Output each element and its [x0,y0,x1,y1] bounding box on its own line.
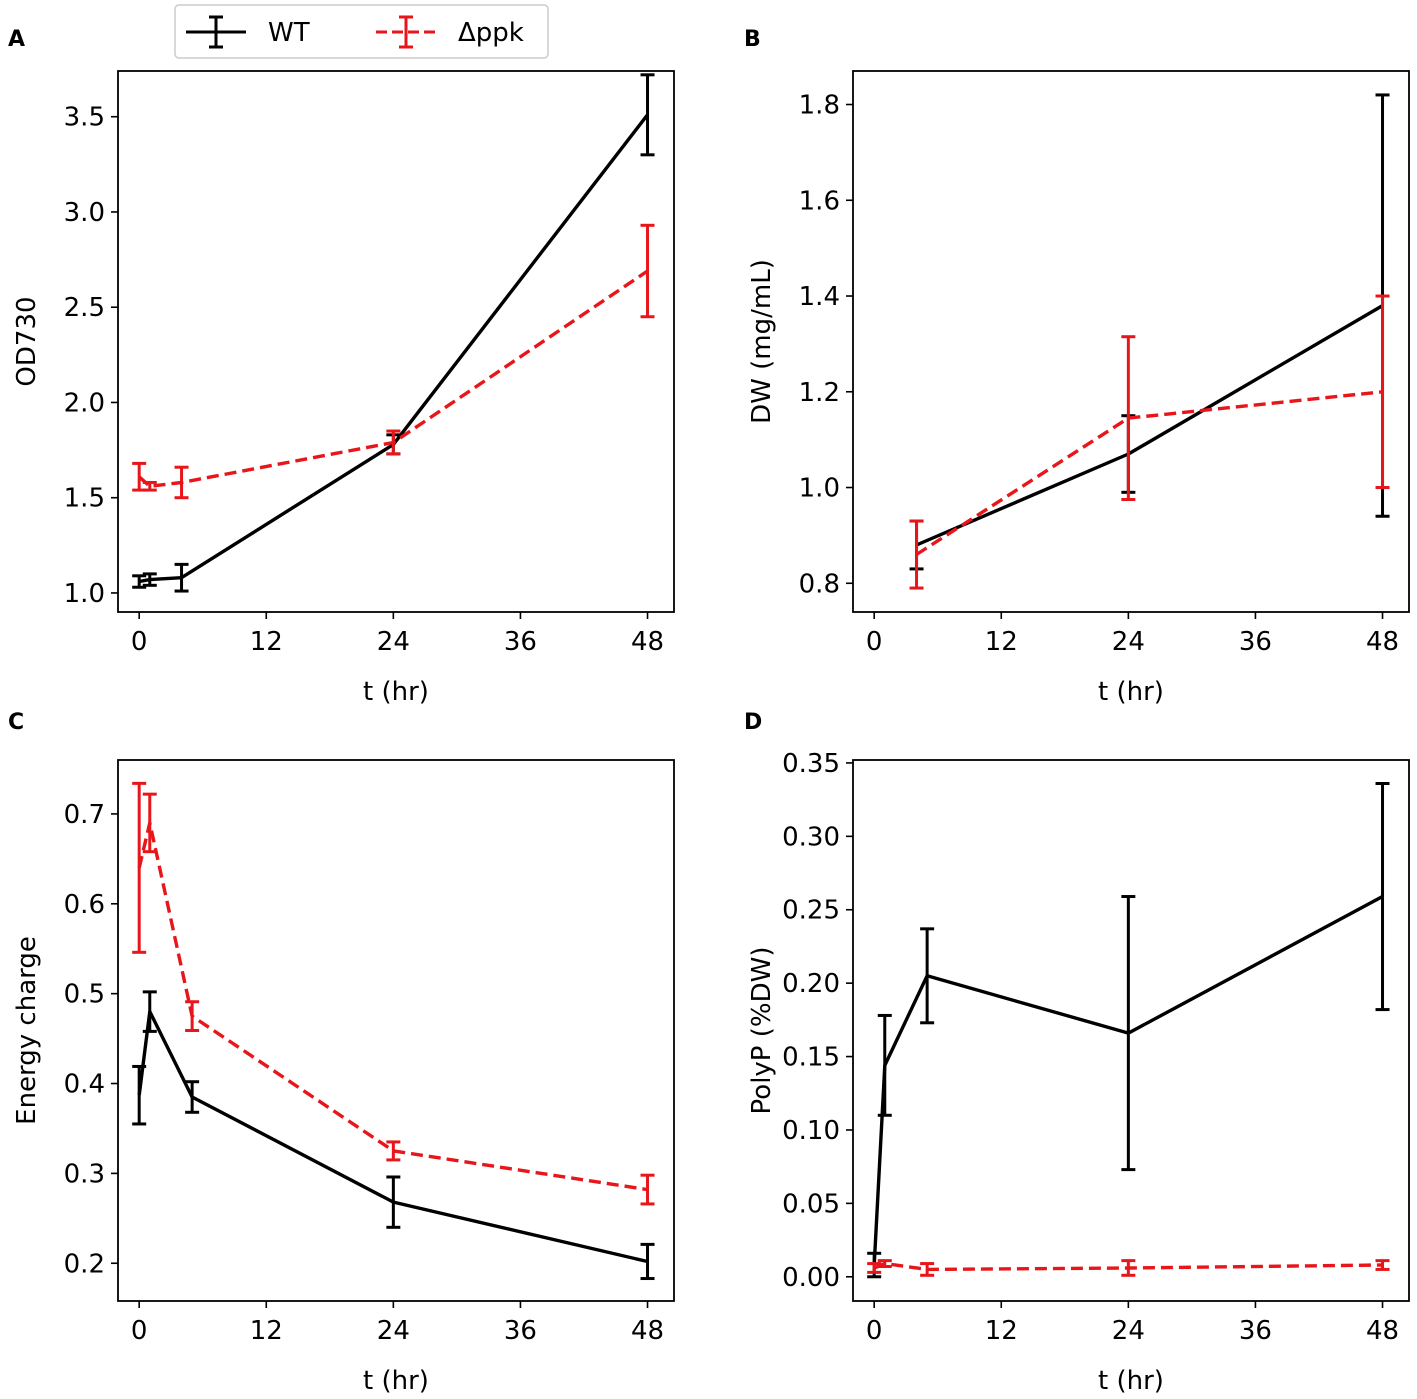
y-tick-label-a: 1.5 [64,484,105,514]
series-ppk-d [867,1259,1390,1277]
legend: WT Δppk [174,4,549,59]
y-tick-label-d: 0.05 [782,1189,840,1219]
plot-frame-a [117,70,675,613]
panel-b: B 0 12 24 36 48 0.8 1.0 1.2 1.4 1.6 1.8 t (hr) DW (mg… [744,27,1410,707]
series-ppk-c [132,781,655,1206]
series-line-ppk-b [915,390,1383,556]
x-tick-label-a: 12 [250,627,283,657]
y-tick-label-c: 0.5 [64,980,105,1010]
y-tick-label-b: 1.2 [799,378,840,408]
y-tick-label-c: 0.7 [64,800,105,830]
panel-letter-b: B [744,27,761,52]
series-wt-b [909,93,1390,571]
y-tick-label-d: 0.00 [782,1263,840,1293]
x-tick-label-b: 48 [1366,627,1399,657]
y-axis-label-d: PolyP (%DW) [747,947,777,1115]
x-tick-label-c: 48 [631,1316,664,1346]
y-tick-label-a: 2.0 [64,388,105,418]
x-tick-label-a: 24 [377,627,410,657]
x-tick-label-b: 24 [1112,627,1145,657]
y-tick-label-c: 0.3 [64,1159,105,1189]
y-tick-label-a: 3.0 [64,198,105,228]
y-tick-label-d: 0.15 [782,1043,840,1073]
series-line-wt-a [138,113,649,584]
x-tick-label-b: 12 [985,627,1018,657]
series-wt-c [132,990,655,1281]
x-tick-label-c: 24 [377,1316,410,1346]
y-tick-label-a: 2.5 [64,293,105,323]
y-tick-label-d: 0.35 [782,749,840,779]
x-axis-label-b: t (hr) [1098,677,1164,707]
y-tick-label-d: 0.20 [782,969,840,999]
y-tick-label-c: 0.4 [64,1070,105,1100]
plot-frame-d [852,759,1410,1302]
y-tick-label-b: 1.6 [799,186,840,216]
x-tick-label-c: 12 [250,1316,283,1346]
x-tick-label-a: 48 [631,627,664,657]
x-axis-label-c: t (hr) [363,1366,429,1396]
x-tick-label-d: 24 [1112,1316,1145,1346]
y-axis-label-a: OD730 [12,296,42,386]
panel-c: C 0 12 24 36 48 0.2 0.3 0.4 0.5 0.6 0.7 t (hr) Energy… [8,710,675,1396]
legend-label-wt: WT [268,18,310,48]
x-tick-label-c: 0 [131,1316,148,1346]
legend-label-ppk: Δppk [458,18,524,48]
x-tick-label-d: 48 [1366,1316,1399,1346]
x-tick-label-d: 0 [866,1316,883,1346]
y-tick-label-b: 1.8 [799,91,840,121]
series-wt-d [867,781,1390,1279]
x-axis-label-d: t (hr) [1098,1366,1164,1396]
y-tick-label-a: 1.0 [64,579,105,609]
x-tick-label-c: 36 [504,1316,537,1346]
y-tick-label-d: 0.10 [782,1116,840,1146]
x-tick-label-d: 12 [985,1316,1018,1346]
y-tick-label-b: 0.8 [799,569,840,599]
y-tick-label-c: 0.2 [64,1249,105,1279]
panel-letter-a: A [8,27,25,52]
x-tick-label-a: 36 [504,627,537,657]
panel-a: A 0 12 24 36 48 1.0 1.5 2.0 2.5 3.0 3.5 t (hr) OD730 [8,27,675,707]
plot-frame-c [117,759,675,1302]
y-tick-label-c: 0.6 [64,890,105,920]
y-tick-label-b: 1.0 [799,474,840,504]
panels: A 0 12 24 36 48 1.0 1.5 2.0 2.5 3.0 3.5 t (hr) OD730 B… [8,27,1410,1396]
y-axis-label-b: DW (mg/mL) [747,259,777,424]
x-tick-label-a: 0 [131,627,148,657]
panel-letter-d: D [744,710,762,735]
panel-letter-c: C [8,710,24,735]
x-tick-label-b: 36 [1239,627,1272,657]
series-line-ppk-c [137,821,648,1192]
plot-frame-b [852,70,1410,613]
legend-entry-ppk: Δppk [376,15,524,49]
y-tick-label-b: 1.4 [799,282,840,312]
x-tick-label-d: 36 [1239,1316,1272,1346]
x-axis-label-a: t (hr) [363,677,429,707]
panel-d: D 0 12 24 36 48 0.00 0.05 0.10 0.15 0.20 0.25 0.30 0.… [744,710,1410,1396]
x-tick-label-b: 0 [866,627,883,657]
y-axis-label-c: Energy charge [12,936,42,1125]
y-tick-label-d: 0.30 [782,822,840,852]
y-tick-label-d: 0.25 [782,896,840,926]
legend-frame [174,4,549,59]
series-ppk-a [132,223,655,500]
y-tick-label-a: 3.5 [64,103,105,133]
series-wt-a [132,73,655,593]
legend-entry-wt: WT [186,15,310,49]
series-ppk-b [909,294,1390,590]
